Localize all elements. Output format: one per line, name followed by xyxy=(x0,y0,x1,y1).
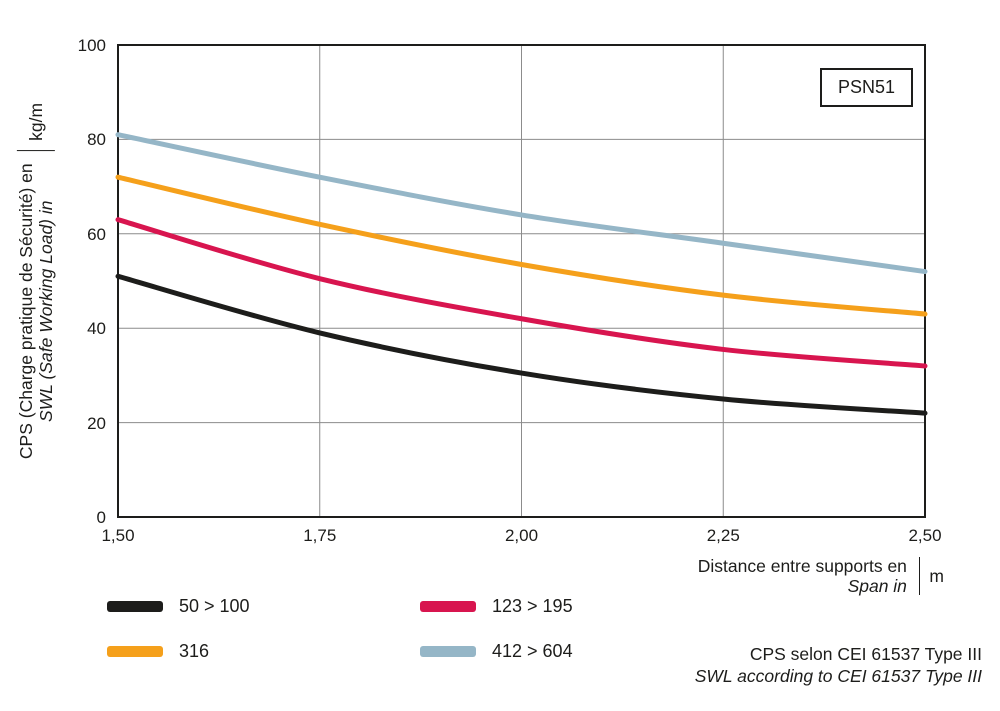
x-tick-label: 2,25 xyxy=(706,526,740,545)
product-badge: PSN51 xyxy=(820,68,914,107)
y-axis-unit-separator xyxy=(17,149,55,152)
x-tick-label: 1,50 xyxy=(101,526,135,545)
x-axis-unit-separator xyxy=(918,557,921,596)
y-axis-label-line1: CPS (Charge pratique de Sécurité) en xyxy=(15,163,36,460)
x-axis-label-line1: Distance entre supports en xyxy=(697,556,907,576)
legend-swatch-black xyxy=(107,601,163,612)
y-tick-label: 80 xyxy=(87,130,106,150)
legend-item: 412 > 604 xyxy=(420,641,573,662)
footnote-line2: SWL according to CEI 61537 Type III xyxy=(694,665,982,686)
y-tick-label: 60 xyxy=(87,224,106,244)
series-line-316 xyxy=(115,174,928,317)
legend-label: 412 > 604 xyxy=(492,641,573,661)
legend-item: 50 > 100 xyxy=(107,596,250,617)
legend-item: 123 > 195 xyxy=(420,596,573,617)
footnote-line1: CPS selon CEI 61537 Type III xyxy=(749,644,982,664)
x-tick-label: 2,50 xyxy=(908,526,942,545)
y-tick-label: 20 xyxy=(87,413,106,433)
y-tick-label: 40 xyxy=(87,319,106,339)
legend-label: 123 > 195 xyxy=(492,596,573,616)
x-tick-label: 2,00 xyxy=(504,526,539,545)
footnote: CPS selon CEI 61537 Type III SWL accordi… xyxy=(695,644,982,688)
legend-swatch-red xyxy=(420,601,476,612)
y-axis-unit: kg/m xyxy=(25,102,46,141)
y-tick-label: 100 xyxy=(77,36,106,55)
legend-label: 50 > 100 xyxy=(179,596,250,616)
series-line-412-604 xyxy=(115,132,928,275)
legend-item: 316 xyxy=(107,641,209,662)
y-axis-label-line2: SWL (Safe Working Load) in xyxy=(36,200,56,422)
y-tick-label: 0 xyxy=(96,508,106,527)
y-axis-label: CPS (Charge pratique de Sécurité) en SWL… xyxy=(16,103,56,459)
x-axis-label-line2: Span in xyxy=(847,576,907,597)
x-tick-label: 1,75 xyxy=(303,526,337,545)
legend-swatch-orange xyxy=(107,646,163,657)
x-axis-label: Distance entre supports en Span in m xyxy=(698,556,944,596)
series-line-50-100 xyxy=(115,273,928,416)
y-axis-label-text: CPS (Charge pratique de Sécurité) en SWL… xyxy=(16,163,56,459)
legend-label: 316 xyxy=(179,641,210,661)
plot-frame xyxy=(117,44,926,518)
x-axis-label-text: Distance entre supports en Span in xyxy=(698,556,907,596)
x-axis-unit: m xyxy=(929,565,944,586)
legend-swatch-blue xyxy=(420,646,476,657)
series-line-123-195 xyxy=(115,217,928,369)
